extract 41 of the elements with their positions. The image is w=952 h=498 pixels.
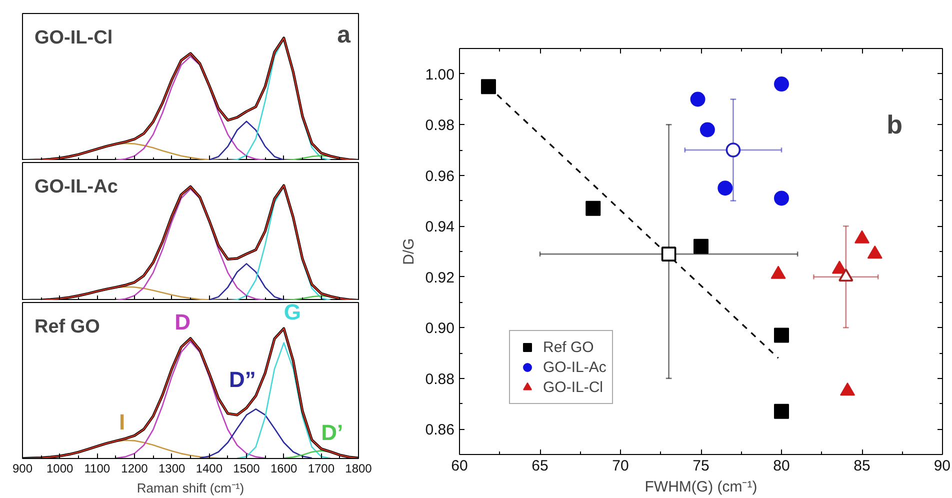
y-tick-label: 0.98 <box>425 117 455 134</box>
legend-label: GO-IL-Cl <box>543 378 603 396</box>
legend-label: Ref GO <box>543 338 594 356</box>
chart-title: Ref GO <box>34 316 100 338</box>
x-tick-label: 65 <box>532 458 548 474</box>
x-tick-label: 1700 <box>308 462 335 476</box>
x-tick-label: 85 <box>854 458 870 474</box>
x-tick-label: 75 <box>692 458 710 474</box>
y-axis-title: D/G <box>400 238 418 265</box>
x-axis-title: FWHM(G) (cm⁻¹) <box>644 478 758 496</box>
y-tick-label: 0.88 <box>425 370 455 388</box>
x-tick-label: 1500 <box>233 462 260 476</box>
series-label: I <box>119 410 126 435</box>
y-tick-label: 0.90 <box>425 320 455 338</box>
series-label: D <box>174 309 191 334</box>
x-tick-label: 1400 <box>196 462 223 476</box>
y-tick-label: 0.96 <box>425 168 455 185</box>
x-tick-label: 1200 <box>121 462 148 476</box>
y-tick-label: 0.94 <box>425 218 455 236</box>
series-label: D’ <box>321 420 344 445</box>
x-tick-label: 1800 <box>345 462 372 476</box>
x-axis-title: Raman shift (cm⁻¹) <box>136 480 244 496</box>
x-tick-label: 1100 <box>84 462 110 476</box>
x-tick-label: 80 <box>773 458 790 474</box>
chart-title: GO-IL-Cl <box>34 28 113 48</box>
annotation: b <box>886 110 903 140</box>
y-tick-label: 1.00 <box>425 66 455 84</box>
x-tick-label: 90 <box>934 458 951 474</box>
x-tick-label: 70 <box>612 458 629 474</box>
annotation: a <box>337 22 352 48</box>
chart-title: GO-IL-Ac <box>34 176 118 198</box>
series-label: D” <box>228 366 256 392</box>
series-label: G <box>284 300 301 324</box>
y-tick-label: 0.86 <box>425 422 455 439</box>
x-tick-label: 1300 <box>158 462 186 476</box>
y-tick-label: 0.92 <box>425 269 455 286</box>
x-tick-label: 900 <box>12 462 33 476</box>
legend-label: GO-IL-Ac <box>543 358 606 376</box>
x-tick-label: 60 <box>451 458 468 474</box>
x-tick-label: 1600 <box>270 462 298 476</box>
x-tick-label: 1000 <box>46 462 74 476</box>
